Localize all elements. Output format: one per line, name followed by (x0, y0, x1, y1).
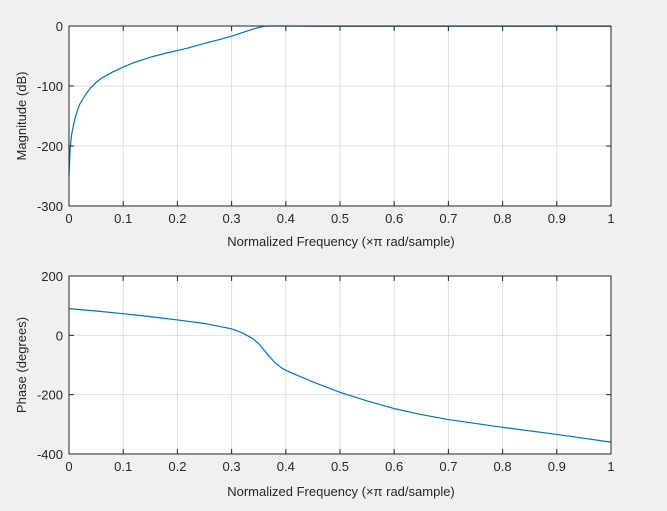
phase-y-tick-label: -400 (37, 447, 63, 462)
phase-x-tick-label: 1 (607, 459, 614, 474)
phase-ticks: 0 0.1 0.2 0.3 0.4 0.5 0.6 0.7 0.8 0.9 1 200 0 -200 -40… (37, 269, 615, 474)
phase-y-tick-label: 0 (56, 328, 63, 343)
phase-x-tick-label: 0.6 (385, 459, 403, 474)
magnitude-x-tick-label: 0.6 (385, 211, 403, 226)
magnitude-ticks: 0 0.1 0.2 0.3 0.4 0.5 0.6 0.7 0.8 0.9 1 0 -100 -200 -3… (37, 19, 615, 226)
magnitude-x-tick-label: 0.1 (114, 211, 132, 226)
phase-marks (68, 308, 612, 443)
phase-subplot: 0 0.1 0.2 0.3 0.4 0.5 0.6 0.7 0.8 0.9 1 200 0 -200 -40… (14, 269, 615, 499)
phase-x-tick-label: 0.5 (331, 459, 349, 474)
magnitude-x-tick-label: 0.5 (331, 211, 349, 226)
magnitude-subplot: 0 0.1 0.2 0.3 0.4 0.5 0.6 0.7 0.8 0.9 1 0 -100 -200 -3… (14, 19, 615, 249)
phase-x-tick-label: 0.1 (114, 459, 132, 474)
magnitude-x-tick-label: 0 (65, 211, 72, 226)
magnitude-x-tick-label: 1 (607, 211, 614, 226)
magnitude-x-tick-label: 0.3 (223, 211, 241, 226)
magnitude-x-tick-label: 0.9 (548, 211, 566, 226)
magnitude-x-axis-label: Normalized Frequency (×π rad/sample) (227, 234, 455, 249)
phase-response-line (68, 308, 612, 443)
phase-y-axis-label: Phase (degrees) (14, 317, 29, 413)
magnitude-x-tick-label: 0.2 (168, 211, 186, 226)
phase-x-tick-label: 0.9 (548, 459, 566, 474)
phase-x-tick-label: 0 (65, 459, 72, 474)
magnitude-y-axis-label: Magnitude (dB) (14, 72, 29, 161)
magnitude-y-tick-label: 0 (56, 19, 63, 34)
phase-x-axis-label: Normalized Frequency (×π rad/sample) (227, 484, 455, 499)
magnitude-x-tick-label: 0.8 (494, 211, 512, 226)
phase-x-tick-label: 0.2 (168, 459, 186, 474)
phase-x-tick-label: 0.3 (223, 459, 241, 474)
phase-x-tick-label: 0.4 (277, 459, 295, 474)
magnitude-x-tick-label: 0.7 (439, 211, 457, 226)
phase-y-tick-label: 200 (41, 269, 63, 284)
magnitude-x-tick-label: 0.4 (277, 211, 295, 226)
magnitude-y-tick-label: -200 (37, 139, 63, 154)
phase-x-tick-label: 0.8 (494, 459, 512, 474)
magnitude-y-tick-label: -100 (37, 79, 63, 94)
phase-y-tick-label: -200 (37, 388, 63, 403)
phase-x-tick-label: 0.7 (439, 459, 457, 474)
magnitude-y-tick-label: -300 (37, 199, 63, 214)
